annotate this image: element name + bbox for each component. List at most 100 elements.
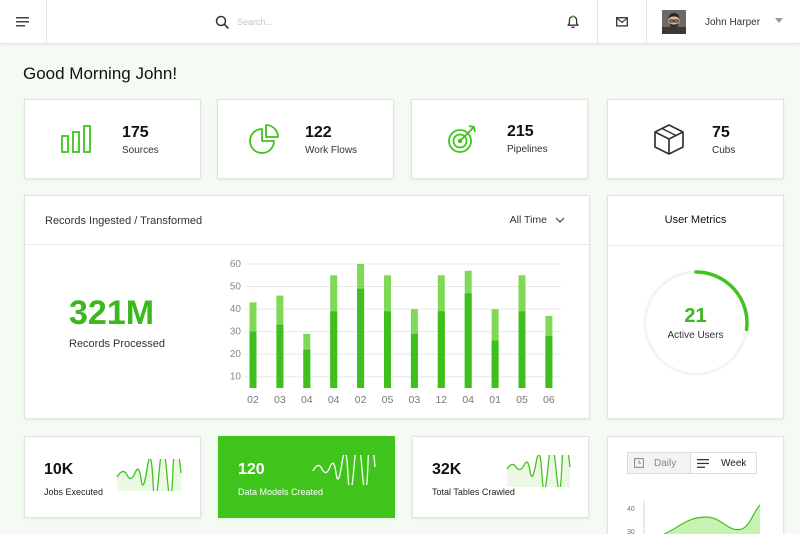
- mini-card-value: 120: [238, 461, 265, 478]
- stat-value: 175: [122, 124, 149, 141]
- y-tick-label: 40: [627, 506, 635, 513]
- records-bar-chart: 60 50 40 30 20 10 02 03 04 04 02 05 03 12 04 01 05 06: [230, 259, 561, 406]
- user-photo-icon: [662, 10, 686, 34]
- cube-icon: [654, 124, 684, 155]
- notifications-button[interactable]: [548, 0, 598, 44]
- bar-ingested[interactable]: [330, 311, 338, 388]
- bar-ingested[interactable]: [437, 311, 445, 388]
- y-tick-label: 30: [627, 529, 635, 534]
- stat-label: Pipelines: [507, 144, 548, 155]
- data-models-card[interactable]: 120 Data Models Created: [218, 436, 395, 518]
- tables-crawled-card[interactable]: 32K Total Tables Crawled: [412, 436, 589, 518]
- pie-chart-icon: [249, 124, 279, 154]
- bar-ingested[interactable]: [357, 288, 365, 388]
- bar-chart-icon: [61, 125, 91, 153]
- y-tick-label: 30: [230, 327, 242, 338]
- y-tick-label: 60: [230, 259, 242, 270]
- hamburger-icon: [16, 17, 29, 27]
- daily-option[interactable]: Daily: [627, 452, 691, 474]
- messages-button[interactable]: [598, 0, 647, 44]
- bar-ingested[interactable]: [491, 340, 499, 388]
- daily-label: Daily: [654, 457, 677, 469]
- stat-card-pipelines[interactable]: 215 Pipelines: [411, 99, 588, 179]
- mini-card-label: Data Models Created: [238, 487, 324, 497]
- y-tick-label: 50: [230, 282, 242, 293]
- sparkline-icon: [116, 459, 182, 491]
- x-tick-label: 04: [462, 394, 474, 406]
- records-processed-value: 321M: [69, 294, 155, 332]
- bar-ingested[interactable]: [410, 333, 418, 388]
- bar-ingested[interactable]: [518, 311, 526, 388]
- sparkline-icon: [312, 455, 376, 485]
- x-tick-label: 05: [516, 394, 528, 406]
- x-tick-label: 12: [435, 394, 447, 406]
- stat-card-sources[interactable]: 175 Sources: [24, 99, 201, 179]
- jobs-executed-card[interactable]: 10K Jobs Executed: [24, 436, 201, 518]
- bar-ingested[interactable]: [303, 349, 311, 388]
- x-tick-label: 01: [489, 394, 501, 406]
- chevron-down-icon: [555, 217, 565, 223]
- menu-button[interactable]: [0, 0, 47, 44]
- week-label: Week: [721, 457, 747, 469]
- divider: [25, 244, 589, 245]
- week-option[interactable]: Week: [691, 452, 757, 474]
- bar-ingested[interactable]: [249, 331, 257, 388]
- bar-ingested[interactable]: [384, 311, 391, 388]
- bar-ingested[interactable]: [464, 293, 472, 388]
- active-users-label: Active Users: [667, 330, 724, 341]
- period-area-chart: [643, 501, 761, 534]
- stat-label: Work Flows: [305, 145, 358, 156]
- user-metrics-title: User Metrics: [664, 214, 727, 226]
- user-menu[interactable]: John Harper: [647, 0, 800, 44]
- active-users-value: 21: [684, 305, 707, 327]
- list-icon: [697, 458, 709, 468]
- active-users-ring: [643, 270, 749, 376]
- sparkline-icon: [506, 455, 571, 487]
- stat-label: Sources: [122, 145, 159, 156]
- stat-value: 75: [712, 124, 730, 141]
- y-tick-label: 40: [230, 304, 242, 315]
- bar-ingested[interactable]: [276, 324, 284, 388]
- x-tick-label: 03: [409, 394, 421, 406]
- mini-card-label: Jobs Executed: [44, 487, 104, 497]
- stat-value: 215: [507, 123, 534, 140]
- search-input[interactable]: [237, 12, 537, 32]
- avatar: [662, 10, 686, 34]
- mail-icon: [616, 17, 628, 27]
- mini-card-label: Total Tables Crawled: [432, 487, 515, 497]
- period-toggle: Daily Week: [627, 452, 757, 474]
- x-tick-label: 03: [274, 394, 286, 406]
- y-tick-label: 20: [230, 349, 242, 360]
- x-tick-label: 04: [328, 394, 340, 406]
- mini-card-value: 32K: [432, 461, 462, 478]
- stat-card-work-flows[interactable]: 122 Work Flows: [217, 99, 394, 179]
- search-icon[interactable]: [214, 14, 230, 30]
- time-filter-label: All Time: [509, 214, 547, 226]
- bar-ingested[interactable]: [545, 336, 553, 388]
- stat-card-cubs[interactable]: 75 Cubs: [607, 99, 784, 179]
- user-metrics-card: User Metrics 21 Active Users: [607, 195, 784, 419]
- target-icon: [448, 125, 476, 153]
- y-tick-label: 10: [230, 372, 242, 383]
- ring-progress: [694, 270, 749, 332]
- x-tick-label: 02: [355, 394, 367, 406]
- top-bar: John Harper: [0, 0, 800, 44]
- x-tick-label: 06: [543, 394, 555, 406]
- x-tick-label: 05: [382, 394, 394, 406]
- stat-value: 122: [305, 124, 332, 141]
- mini-card-value: 10K: [44, 461, 74, 478]
- chart-title: Records Ingested / Transformed: [45, 215, 203, 227]
- clock-icon: [634, 458, 644, 468]
- bell-icon: [566, 15, 579, 29]
- time-filter-dropdown[interactable]: All Time: [510, 214, 565, 226]
- x-tick-label: 02: [247, 394, 259, 406]
- greeting-title: Good Morning John!: [23, 64, 178, 83]
- records-processed-label: Records Processed: [69, 338, 165, 350]
- caret-down-icon: [775, 18, 783, 23]
- user-name: John Harper: [705, 16, 761, 28]
- stat-label: Cubs: [712, 145, 736, 156]
- divider: [608, 245, 783, 246]
- period-chart-card: Daily Week 40 30: [607, 436, 784, 534]
- records-card: Records Ingested / Transformed All Time …: [24, 195, 590, 419]
- x-tick-label: 04: [301, 394, 313, 406]
